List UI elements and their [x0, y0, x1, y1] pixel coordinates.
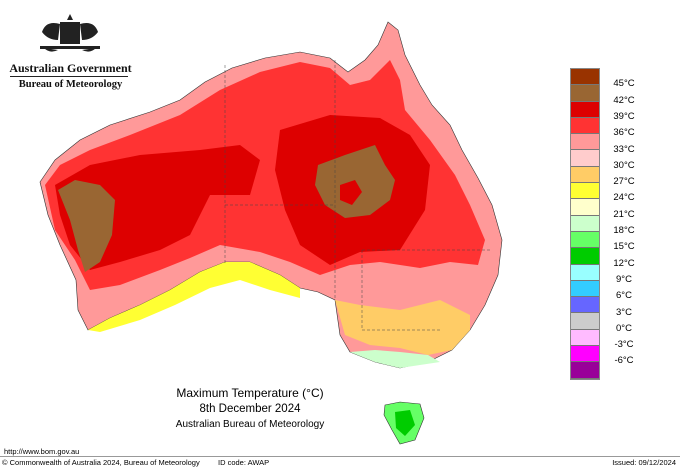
wa-brown-42: [58, 180, 115, 272]
legend-label: 36°C: [613, 127, 635, 139]
map-source: Australian Bureau of Meteorology: [175, 419, 325, 430]
se-orange: [335, 300, 470, 355]
legend-swatch: [571, 69, 599, 86]
divider: [10, 76, 128, 77]
legend-swatch: [571, 183, 599, 200]
legend-label: 18°C: [613, 225, 635, 236]
copyright: © Commonwealth of Australia 2024, Bureau…: [2, 458, 200, 467]
bureau-label: Bureau of Meteorology: [18, 79, 123, 90]
legend-label: 0°C: [616, 322, 632, 334]
tasmania-cool: [395, 410, 415, 436]
legend-label: 6°C: [616, 290, 632, 302]
legend-swatch: [571, 85, 599, 102]
legend-swatch: [571, 134, 599, 151]
legend-swatch: [571, 346, 599, 363]
issued-date: Issued: 09/12/2024: [612, 458, 676, 467]
legend-label: -3°C: [614, 339, 634, 351]
south-yellow-band: [88, 262, 300, 332]
legend-swatch: [571, 248, 599, 265]
legend-swatch: [571, 215, 599, 232]
legend-swatch: [571, 199, 599, 216]
legend-label: 45°C: [613, 78, 635, 90]
legend-label: 42°C: [613, 94, 635, 106]
legend-swatch: [571, 280, 599, 298]
legend-label: 39°C: [613, 110, 635, 122]
legend-swatch: [571, 297, 599, 314]
state-borders: [224, 60, 490, 331]
legend-swatch: [571, 150, 599, 167]
legend-swatch: [571, 101, 599, 118]
temperature-map: [39, 21, 503, 445]
legend-swatch: [571, 166, 599, 184]
legend-swatch: [571, 117, 599, 135]
coat-of-arms-logo: [10, 10, 130, 63]
se-cool: [350, 350, 440, 368]
legend-label: 9°C: [616, 273, 632, 285]
map-date: 8th December 2024: [199, 403, 301, 415]
temperature-legend: [570, 68, 600, 380]
legend-label: 3°C: [616, 306, 632, 318]
legend-swatch: [571, 329, 599, 347]
legend-label: 12°C: [613, 257, 635, 269]
website-link[interactable]: http://www.bom.gov.au: [4, 447, 80, 456]
map-title: Maximum Temperature (°C): [176, 386, 324, 400]
legend-label: 30°C: [613, 159, 635, 171]
government-label: Australian Government: [9, 61, 132, 75]
legend-label: 27°C: [613, 176, 635, 188]
legend-label: -6°C: [614, 355, 634, 367]
legend-swatch: [571, 362, 599, 379]
legend-swatch: [571, 313, 599, 330]
legend-label: 15°C: [613, 241, 635, 253]
central-hot-45: [340, 180, 362, 205]
legend-swatch: [571, 231, 599, 249]
legend-label: 24°C: [613, 192, 635, 204]
id-code: ID code: AWAP: [218, 458, 270, 467]
legend-label: 33°C: [613, 143, 635, 155]
legend-swatch: [571, 264, 599, 281]
footer: © Commonwealth of Australia 2024, Bureau…: [0, 456, 680, 468]
legend-label: 21°C: [613, 208, 635, 220]
